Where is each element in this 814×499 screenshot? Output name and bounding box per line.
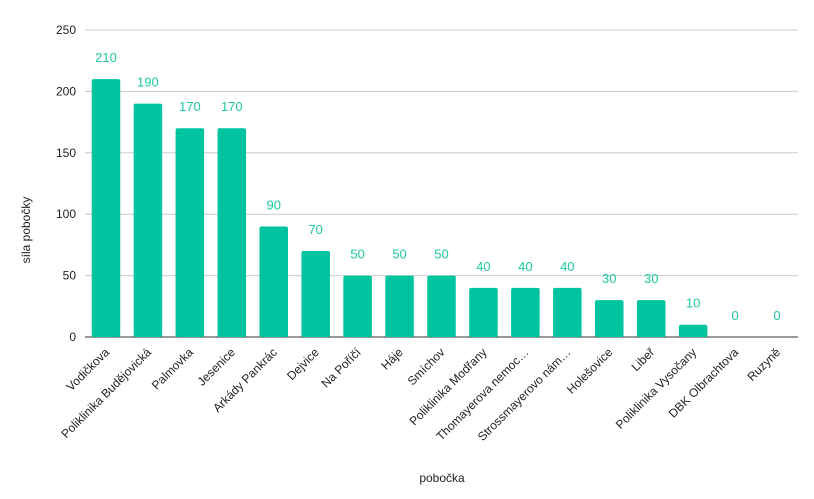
y-tick-label: 200 <box>56 84 76 98</box>
y-tick-label: 150 <box>56 146 76 160</box>
data-label: 190 <box>137 75 159 90</box>
data-labels: 210 190 170 170 90 70 50 50 50 40 40 40 30 30 10 0 0 <box>95 50 781 323</box>
bar <box>301 251 330 337</box>
bar <box>678 324 708 337</box>
bar <box>175 128 205 337</box>
x-tick-label: Jesenice <box>195 345 239 389</box>
x-tick-label: Ruzyně <box>744 345 783 384</box>
bars <box>91 79 708 338</box>
bar <box>636 300 666 337</box>
x-tick-label: Poliklinika Vysočany <box>613 345 699 431</box>
x-axis-title: pobočka <box>419 471 465 485</box>
bar <box>511 287 540 337</box>
data-label: 210 <box>95 50 117 65</box>
data-label: 40 <box>518 259 532 274</box>
data-label: 10 <box>686 296 700 311</box>
bar <box>133 103 163 338</box>
data-label: 50 <box>392 247 406 262</box>
bar <box>91 79 121 338</box>
y-tick-label: 250 <box>56 23 76 37</box>
data-label: 170 <box>221 99 243 114</box>
x-tick-label: Libeř <box>629 345 658 374</box>
y-tick-label: 100 <box>56 207 76 221</box>
data-label: 30 <box>644 271 658 286</box>
bar <box>553 287 582 337</box>
x-tick-label: Dejvice <box>284 345 322 383</box>
data-label: 50 <box>434 247 448 262</box>
data-label: 30 <box>602 271 616 286</box>
bar <box>259 226 288 337</box>
y-tick-label: 50 <box>63 269 77 283</box>
data-label: 90 <box>267 197 281 212</box>
bar <box>427 275 456 337</box>
data-label: 40 <box>560 259 574 274</box>
data-label: 170 <box>179 99 201 114</box>
x-tick-label: Na Poříčí <box>318 345 364 391</box>
x-tick-label: Palmovka <box>149 345 196 392</box>
data-label: 40 <box>476 259 490 274</box>
data-label: 70 <box>308 222 322 237</box>
x-tick-label: Holešovice <box>564 345 616 397</box>
bar <box>343 275 372 337</box>
y-axis-ticks: 0 50 100 150 200 250 <box>56 23 76 344</box>
bar <box>595 300 624 337</box>
y-tick-label: 0 <box>69 330 76 344</box>
bar <box>385 275 414 337</box>
y-axis-title: síla pobočky <box>19 197 33 264</box>
bar <box>217 128 247 337</box>
x-tick-label: Háje <box>378 345 406 373</box>
data-label: 0 <box>773 308 780 323</box>
bar <box>469 287 498 337</box>
data-label: 0 <box>731 308 738 323</box>
x-tick-label: Poliklinika Modřany <box>407 345 490 428</box>
x-tick-label: Smíchov <box>405 345 448 388</box>
data-label: 50 <box>350 247 364 262</box>
